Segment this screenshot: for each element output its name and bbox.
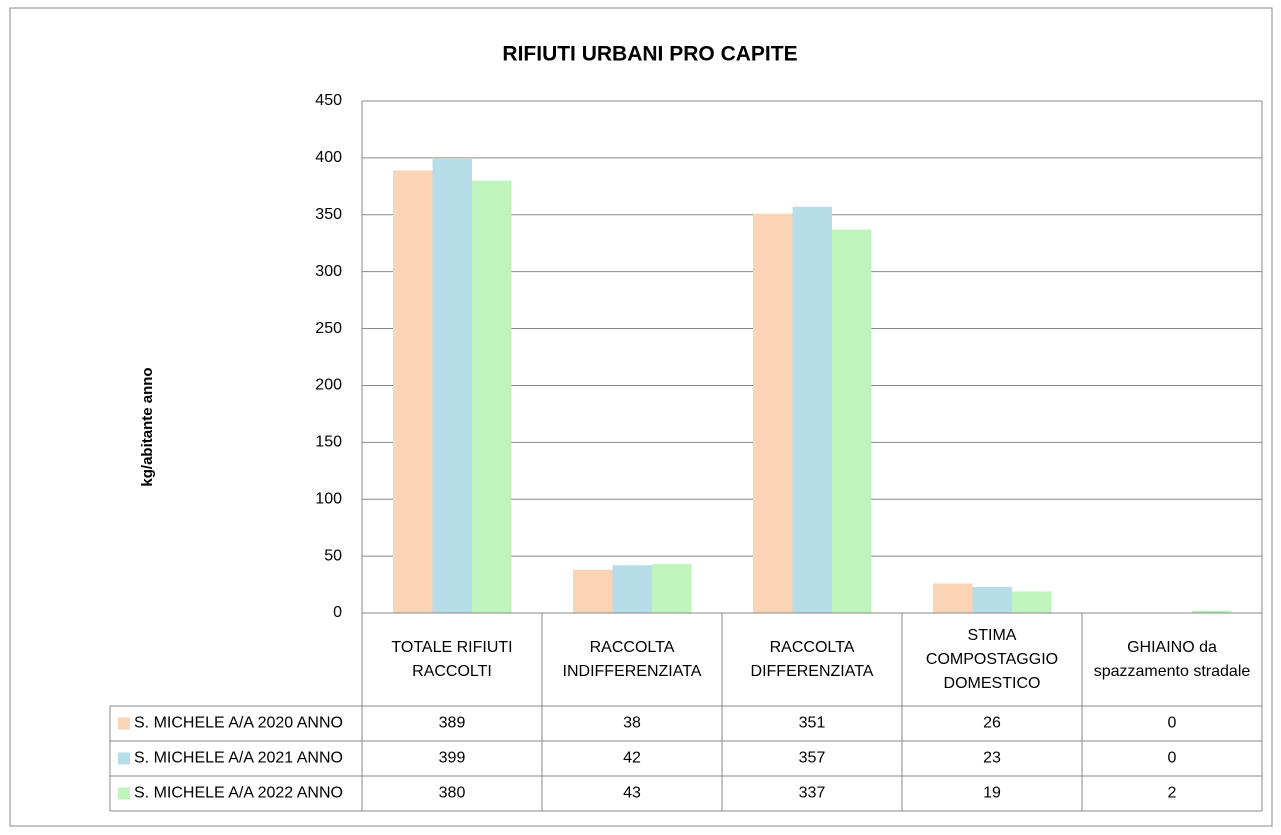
- data-label: 42: [623, 750, 641, 767]
- bar: [573, 569, 613, 613]
- legend-swatch: [118, 787, 130, 800]
- data-label: 351: [799, 715, 826, 732]
- x-tick-label: RACCOLTA DIFFERENZIATA: [750, 638, 874, 680]
- legend-label: S. MICHELE A/A 2022 ANNO: [134, 785, 343, 802]
- data-label: 2: [1168, 785, 1177, 802]
- bar: [792, 206, 832, 613]
- chart-border: [9, 7, 1273, 827]
- y-tick-label: 300: [315, 263, 342, 280]
- y-tick-label: 100: [315, 490, 342, 507]
- y-tick-label: 400: [315, 149, 342, 166]
- bar: [393, 170, 433, 613]
- y-tick-label: 450: [315, 92, 342, 109]
- data-label: 19: [983, 785, 1001, 802]
- data-label: 0: [1168, 750, 1177, 767]
- y-tick-label: 150: [315, 434, 342, 451]
- y-tick-label: 250: [315, 320, 342, 337]
- category-cell: STIMA COMPOSTAGGIO DOMESTICO: [925, 626, 1059, 692]
- legend-swatch: [118, 717, 130, 730]
- bar: [472, 180, 512, 613]
- y-tick-label: 350: [315, 206, 342, 223]
- legend-swatch: [118, 752, 130, 765]
- y-axis-label: kg/abitante anno: [139, 367, 156, 486]
- x-tick-label: TOTALE RIFIUTI RACCOLTI: [391, 638, 513, 680]
- category-cell: RACCOLTA DIFFERENZIATA: [750, 638, 874, 680]
- y-tick-label: 200: [315, 377, 342, 394]
- data-label: 26: [983, 715, 1001, 732]
- data-label: 357: [799, 750, 826, 767]
- bar: [832, 229, 872, 613]
- x-tick-label: RACCOLTA INDIFFERENZIATA: [562, 638, 702, 680]
- data-label: 389: [439, 715, 466, 732]
- bar: [753, 213, 793, 613]
- chart-title: RIFIUTI URBANI PRO CAPITE: [502, 43, 797, 66]
- data-label: 337: [799, 785, 826, 802]
- data-label: 0: [1168, 715, 1177, 732]
- bar: [432, 159, 472, 613]
- data-label: 43: [623, 785, 641, 802]
- x-tick-label: STIMA COMPOSTAGGIO DOMESTICO: [925, 626, 1059, 692]
- bar: [972, 586, 1012, 613]
- y-tick-label: 50: [324, 547, 342, 564]
- x-tick-label: GHIAINO da spazzamento stradale: [1093, 638, 1251, 680]
- bar: [933, 583, 973, 613]
- category-cell: RACCOLTA INDIFFERENZIATA: [562, 638, 702, 680]
- bar: [652, 564, 692, 613]
- data-label: 38: [623, 715, 641, 732]
- legend-label: S. MICHELE A/A 2020 ANNO: [134, 715, 343, 732]
- category-cell: GHIAINO da spazzamento stradale: [1093, 638, 1251, 680]
- data-label: 380: [439, 785, 466, 802]
- category-cell: TOTALE RIFIUTI RACCOLTI: [391, 638, 513, 680]
- data-label: 399: [439, 750, 466, 767]
- bar: [612, 565, 652, 613]
- data-label: 23: [983, 750, 1001, 767]
- y-tick-label: 0: [333, 604, 342, 621]
- legend-label: S. MICHELE A/A 2021 ANNO: [134, 750, 343, 767]
- bar: [1192, 610, 1232, 613]
- bar: [1012, 591, 1052, 613]
